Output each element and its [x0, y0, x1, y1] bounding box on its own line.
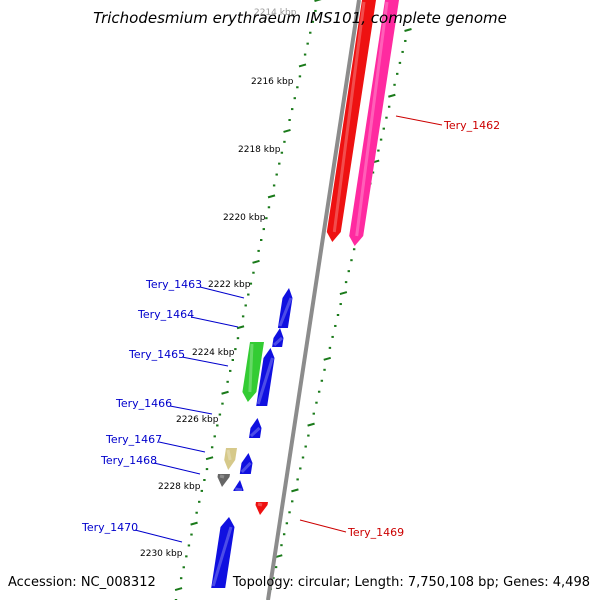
gene-tery-1465-green-highlight [248, 343, 254, 393]
gene-label-tery-1470[interactable]: Tery_1470 [81, 521, 138, 534]
leader-tery-1464 [190, 316, 239, 328]
genome-summary-text: Topology: circular; Length: 7,750,108 bp… [232, 575, 590, 590]
leader-tery-1462 [395, 115, 443, 126]
scale-label-2216-kbp: 2216 kbp [251, 77, 294, 87]
gene-label-tery-1463[interactable]: Tery_1463 [145, 278, 202, 291]
gene-tery-1463 [277, 288, 293, 328]
scale-label-2224-kbp: 2224 kbp [192, 348, 235, 358]
gene-tery-1470-body [211, 517, 235, 588]
leader-tery-1468 [153, 462, 201, 475]
gene-label-tery-1464[interactable]: Tery_1464 [137, 308, 194, 321]
accession-text: Accession: NC_008312 [8, 575, 156, 590]
scale-label-2222-kbp: 2222 kbp [208, 280, 251, 290]
gene-tery-1468-blue [233, 480, 244, 492]
gene-label-tery-1469[interactable]: Tery_1469 [347, 526, 404, 539]
gene-tery-1465-green [242, 342, 264, 402]
gene-tery-1468-gray-body [217, 474, 230, 487]
gene-tery-1468-blue-body [233, 480, 244, 491]
left-tick-mark [283, 128, 291, 133]
gene-tery-1470-highlight [211, 526, 233, 587]
right-tick-mark [323, 356, 332, 361]
gene-tery-1469 [255, 502, 268, 515]
gene-tery-1467-khaki [224, 448, 237, 470]
left-tick-mark [267, 194, 276, 199]
gene-tery-1468-gray [217, 474, 230, 487]
gene-label-tery-1467[interactable]: Tery_1467 [105, 433, 162, 446]
gene-label-tery-1465[interactable]: Tery_1465 [128, 348, 185, 361]
gene-label-tery-1466[interactable]: Tery_1466 [115, 397, 172, 410]
leader-tery-1466 [169, 405, 213, 415]
gene-tery-1462-pink-highlight [355, 1, 389, 237]
tick-marks [174, 0, 412, 600]
gene-tery-1462-red [326, 0, 376, 242]
gene-tery-1467-khaki-body [224, 448, 237, 470]
scale-label-2214-kbp: 2214 kbp [254, 8, 297, 18]
scale-label-2228-kbp: 2228 kbp [158, 482, 201, 492]
right-tick-mark [388, 93, 396, 98]
left-tick-mark [236, 325, 245, 330]
gene-tery-1468-blue-highlight [235, 487, 243, 492]
gene-tery-1467-khaki-highlight [226, 449, 232, 461]
left-tick-mark [190, 521, 198, 526]
gene-tery-1462-pink [349, 0, 399, 246]
gene-tery-1463-body [277, 288, 293, 328]
gene-tery-1465-blue-highlight [256, 357, 274, 405]
gene-tery-1464-body [272, 328, 284, 347]
map-title: Trichodesmium erythraeum IMS101, complet… [93, 9, 507, 27]
scale-label-2230-kbp: 2230 kbp [140, 549, 183, 559]
gene-tery-1467-blue-highlight [240, 461, 252, 474]
gene-tery-1466-highlight [249, 426, 261, 438]
genome-backbone [266, 0, 361, 600]
label-leader-lines [134, 115, 443, 543]
gene-tery-1465-green-body [242, 342, 264, 402]
left-tick-mark [221, 390, 229, 395]
leader-tery-1467 [158, 441, 206, 453]
gene-tery-1462-red-highlight [332, 1, 366, 233]
left-tick-mark [174, 587, 183, 592]
gene-tery-1467-blue-body [239, 453, 253, 474]
scale-label-2226-kbp: 2226 kbp [176, 415, 219, 425]
gene-label-tery-1468[interactable]: Tery_1468 [100, 454, 157, 467]
right-tick-mark [404, 28, 412, 32]
right-tick-mark [339, 291, 348, 296]
gene-tery-1470 [211, 517, 235, 588]
gene-features [211, 0, 399, 588]
left-tick-mark [252, 259, 260, 264]
gene-label-tery-1462[interactable]: Tery_1462 [443, 119, 500, 132]
gene-tery-1467-blue [239, 453, 253, 474]
gene-tery-1462-red-body [326, 0, 376, 242]
leader-tery-1465 [181, 356, 229, 367]
scale-label-2220-kbp: 2220 kbp [223, 213, 266, 223]
gene-tery-1469-highlight [257, 502, 263, 507]
leader-tery-1469 [299, 519, 347, 533]
gene-tery-1464 [272, 328, 284, 347]
gene-tery-1469-body [255, 502, 268, 515]
gene-tery-1465-blue [256, 348, 275, 406]
gene-tery-1464-highlight [273, 336, 283, 347]
gene-tery-1468-gray-highlight [219, 474, 225, 479]
gene-tery-1465-blue-body [256, 348, 275, 406]
right-tick-mark [291, 488, 299, 493]
left-tick-mark [298, 63, 307, 68]
leader-tery-1470 [134, 529, 183, 543]
gene-tery-1462-pink-body [349, 0, 399, 246]
left-tick-mark [314, 0, 322, 2]
gene-tery-1463-highlight [278, 297, 293, 327]
right-tick-mark [307, 422, 315, 427]
left-tick-mark [205, 456, 214, 461]
leader-tery-1463 [199, 286, 245, 299]
gene-tery-1466 [249, 418, 262, 438]
gene-tery-1466-body [249, 418, 262, 438]
scale-label-2218-kbp: 2218 kbp [238, 145, 281, 155]
